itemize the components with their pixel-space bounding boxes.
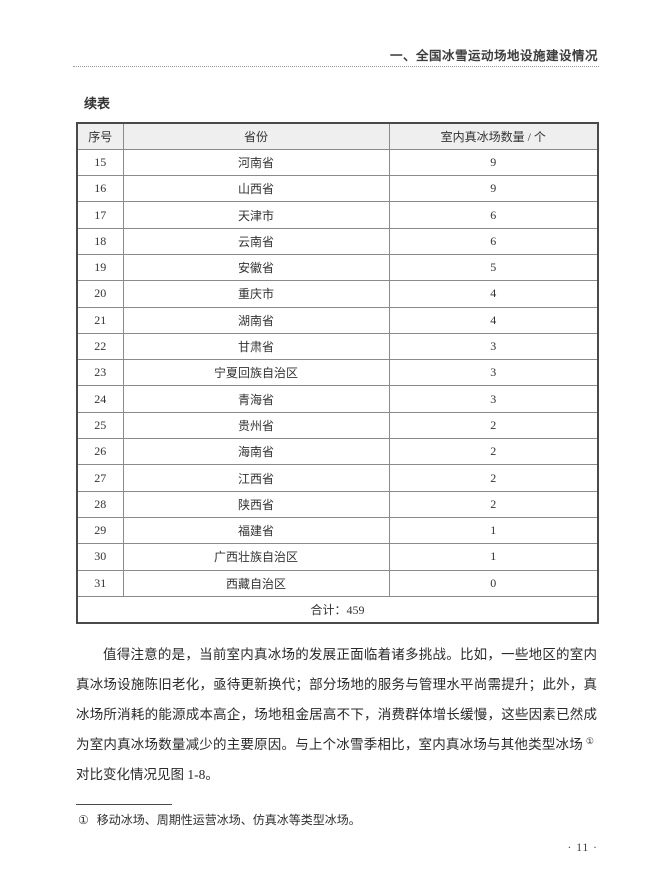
footnote-divider [76,804,172,805]
row-no: 26 [76,438,124,466]
row-count: 4 [388,280,599,308]
footnote: ① 移动冰场、周期性运营冰场、仿真冰等类型冰场。 [78,812,598,829]
row-no: 25 [76,411,124,440]
table-body: 15 河南省 9 16 山西省 9 17 天津市 6 18 云南省 6 19 安… [76,148,599,597]
table-row: 21 湖南省 4 [76,306,599,334]
row-province: 广西壮族自治区 [122,543,390,571]
row-province: 云南省 [122,227,390,255]
table-row: 25 贵州省 2 [76,411,599,440]
footnote-marker: ① [78,813,89,827]
table-continued-label: 续表 [84,96,111,111]
table-row: 27 江西省 2 [76,464,599,492]
row-province: 陕西省 [122,490,390,518]
row-province: 宁夏回族自治区 [122,359,390,387]
body-paragraph: 值得注意的是，当前室内真冰场的发展正面临着诸多挑战。比如，一些地区的室内真冰场设… [76,640,597,790]
row-count: 2 [388,438,599,466]
row-count: 0 [388,569,599,597]
col-header-province: 省份 [122,122,390,150]
row-count: 9 [388,175,599,203]
row-province: 青海省 [122,385,390,413]
footnote-reference-marker: ① [585,735,594,746]
row-province: 安徽省 [122,253,390,282]
paragraph-text-before-ref: 值得注意的是，当前室内真冰场的发展正面临着诸多挑战。比如，一些地区的室内真冰场设… [76,647,597,752]
row-no: 24 [76,385,124,413]
row-no: 21 [76,306,124,334]
table-row: 26 海南省 2 [76,438,599,466]
row-no: 17 [76,201,124,229]
table-row: 17 天津市 6 [76,201,599,229]
row-province: 海南省 [122,438,390,466]
table-row: 15 河南省 9 [76,148,599,177]
table-row: 31 西藏自治区 0 [76,569,599,597]
table-row: 19 安徽省 5 [76,253,599,282]
table-row: 29 福建省 1 [76,516,599,545]
page-number: · 11 · [567,842,598,854]
row-count: 1 [388,516,599,545]
table-total-cell: 合计：459 [76,595,599,624]
row-province: 西藏自治区 [122,569,390,597]
row-count: 4 [388,306,599,334]
row-no: 31 [76,569,124,597]
row-no: 27 [76,464,124,492]
col-header-no: 序号 [76,122,124,150]
paragraph-text-after-ref: 对比变化情况见图 1-8。 [76,767,219,782]
table-row: 22 甘肃省 3 [76,332,599,361]
row-count: 2 [388,411,599,440]
footnote-text: 移动冰场、周期性运营冰场、仿真冰等类型冰场。 [96,813,361,827]
row-province: 湖南省 [122,306,390,334]
row-count: 2 [388,464,599,492]
row-province: 河南省 [122,148,390,177]
row-no: 18 [76,227,124,255]
table-row: 28 陕西省 2 [76,490,599,518]
table-header-row: 序号 省份 室内真冰场数量 / 个 [76,122,599,150]
row-count: 6 [388,227,599,255]
table-total-row: 合计：459 [76,595,599,624]
row-province: 甘肃省 [122,332,390,361]
table-row: 18 云南省 6 [76,227,599,255]
row-count: 3 [388,332,599,361]
row-count: 6 [388,201,599,229]
row-no: 28 [76,490,124,518]
row-count: 2 [388,490,599,518]
row-province: 天津市 [122,201,390,229]
row-no: 19 [76,253,124,282]
province-rink-table: 序号 省份 室内真冰场数量 / 个 15 河南省 9 16 山西省 9 17 天… [76,122,599,624]
row-count: 9 [388,148,599,177]
row-province: 山西省 [122,175,390,203]
row-province: 江西省 [122,464,390,492]
row-count: 3 [388,385,599,413]
header-divider [73,66,599,67]
table-row: 24 青海省 3 [76,385,599,413]
table-row: 16 山西省 9 [76,175,599,203]
row-province: 重庆市 [122,280,390,308]
row-no: 22 [76,332,124,361]
table-row: 30 广西壮族自治区 1 [76,543,599,571]
row-no: 20 [76,280,124,308]
row-count: 5 [388,253,599,282]
table-row: 23 宁夏回族自治区 3 [76,359,599,387]
row-count: 3 [388,359,599,387]
row-no: 16 [76,175,124,203]
running-head-title: 一、全国冰雪运动场地设施建设情况 [389,49,598,63]
row-count: 1 [388,543,599,571]
row-no: 15 [76,148,124,177]
row-province: 贵州省 [122,411,390,440]
row-no: 30 [76,543,124,571]
table-row: 20 重庆市 4 [76,280,599,308]
col-header-count: 室内真冰场数量 / 个 [388,122,599,150]
row-no: 29 [76,516,124,545]
row-province: 福建省 [122,516,390,545]
row-no: 23 [76,359,124,387]
